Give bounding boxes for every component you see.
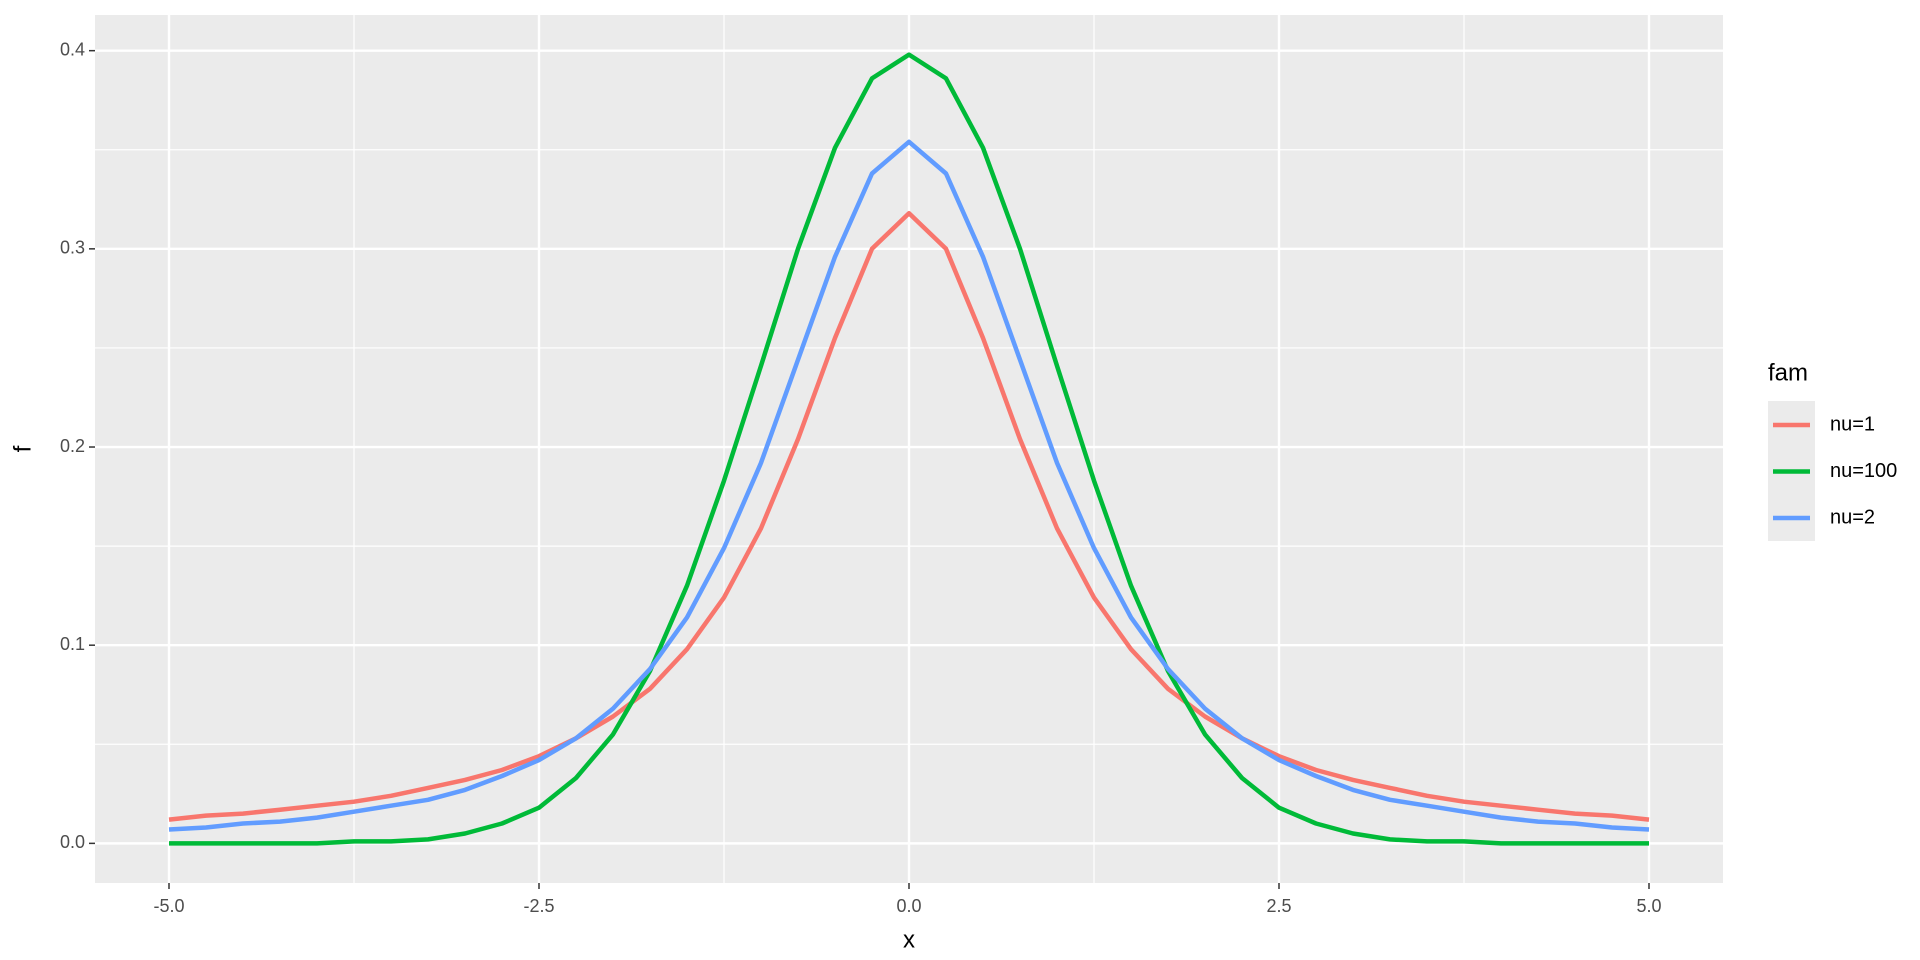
axes: 0.0 0.1 0.2 0.3 0.4 -5.0 -2.5 0.0 2.5 5.0 [60,39,1662,915]
grid [95,15,1723,883]
series-line [168,139,1650,832]
legend: fam nu=1 nu=100 nu=2 [1768,359,1897,541]
x-axis-title: x [903,926,915,953]
plot-lines [168,52,1650,846]
x-tick-label: -5.0 [153,896,184,916]
x-tick-label: 2.5 [1266,896,1291,916]
series-line [168,210,1650,822]
x-tick-label: -2.5 [523,896,554,916]
legend-title: fam [1768,359,1808,386]
y-tick-label: 0.1 [60,634,85,654]
legend-label: nu=1 [1830,413,1875,435]
x-tick-label: 5.0 [1636,896,1661,916]
x-tick-label: 0.0 [896,896,921,916]
y-tick-label: 0.3 [60,238,85,258]
legend-label: nu=2 [1830,506,1875,528]
y-axis-title: f [9,445,36,452]
y-tick-label: 0.0 [60,832,85,852]
series-line [169,52,1649,846]
y-tick-label: 0.2 [60,436,85,456]
legend-label: nu=100 [1830,460,1897,482]
y-tick-label: 0.4 [60,39,85,59]
